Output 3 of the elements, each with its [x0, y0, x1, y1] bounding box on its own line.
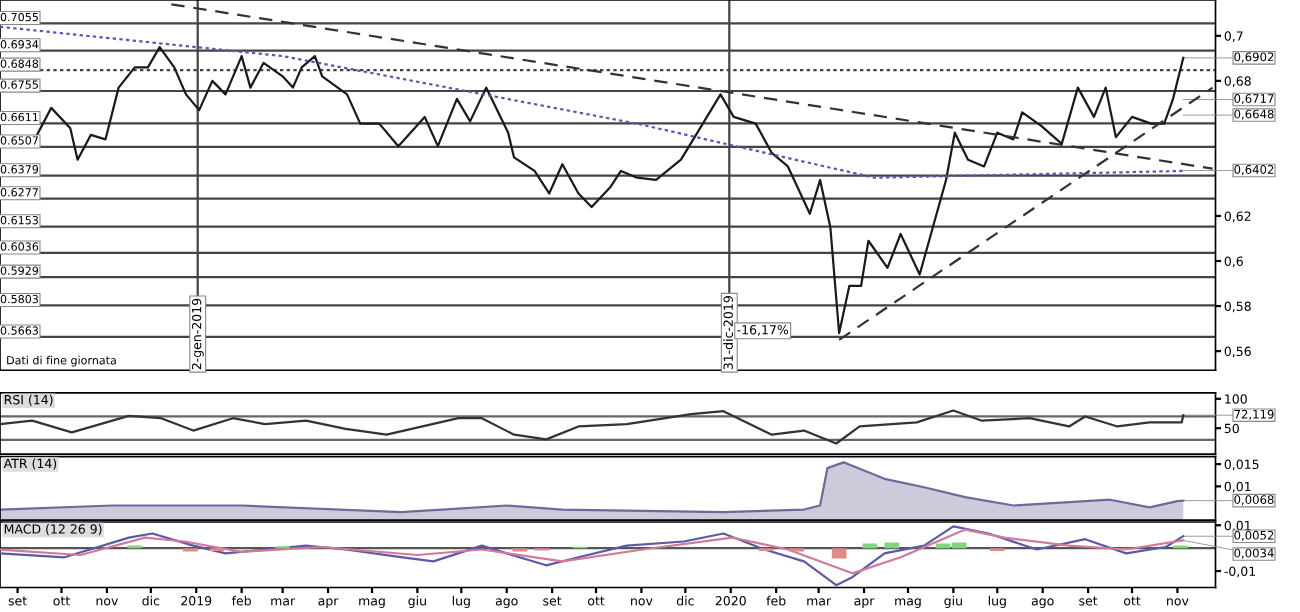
- line-series: [0, 525, 1185, 587]
- line-series: [0, 409, 1185, 445]
- line-series: [0, 528, 1185, 575]
